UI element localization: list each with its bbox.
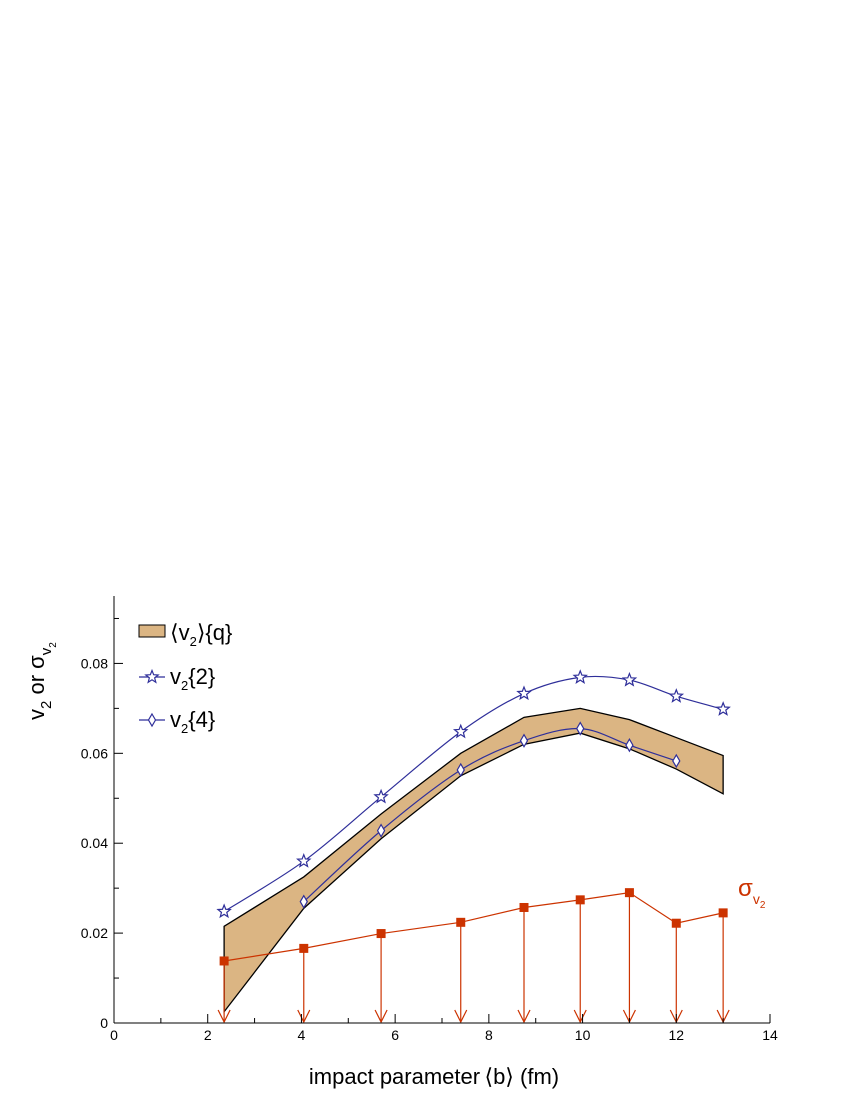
data-point-sigma [718, 908, 728, 918]
data-point-v2-2 [668, 688, 685, 703]
data-point-v2-2 [452, 723, 469, 739]
data-point-v2-2 [216, 903, 232, 919]
x-tick-label: 0 [110, 1027, 118, 1043]
data-point-v2-2 [296, 853, 312, 868]
y-axis-title: v2 or σv2 [24, 642, 59, 720]
data-point-sigma [624, 888, 634, 898]
y-tick-label: 0.06 [81, 745, 108, 761]
upper-limit-arrow-head [374, 1009, 388, 1024]
data-point-sigma [376, 929, 386, 939]
legend-band-swatch [138, 624, 166, 638]
sigma-annotation: σv2 [738, 875, 766, 911]
axes: 0 2 4 6 8 10 12 14 0 0.02 0.04 0.06 0.08 [81, 596, 778, 1043]
data-point-sigma [299, 943, 309, 953]
legend-label-v2-4: v2{4} [170, 707, 215, 736]
data-point-v2-4 [456, 762, 465, 778]
upper-limit-arrow-head [217, 1009, 231, 1024]
data-point-v2-2 [715, 701, 731, 716]
data-point-sigma [519, 902, 529, 912]
y-tick-label: 0.08 [81, 655, 108, 671]
data-point-v2-4 [376, 823, 386, 838]
upper-limit-arrow-head [517, 1009, 531, 1024]
data-point-sigma [671, 918, 681, 928]
x-tick-label: 2 [204, 1027, 212, 1043]
x-tick-label: 6 [391, 1027, 399, 1043]
legend-label-v2-2: v2{2} [170, 664, 215, 693]
x-tick-label: 4 [298, 1027, 306, 1043]
data-point-v2-2 [516, 685, 532, 701]
legend: ⟨v2⟩{q} v2{2} v2{4} [138, 620, 232, 736]
data-point-sigma [456, 917, 466, 927]
legend-diamond-marker [147, 712, 157, 728]
data-point-sigma [575, 895, 585, 905]
upper-limit-arrow-head [573, 1009, 587, 1024]
data-point-sigma [219, 956, 229, 966]
y-tick-label: 0.02 [81, 925, 108, 941]
data-point-v2-2 [621, 671, 638, 687]
data-point-v2-4 [299, 894, 308, 909]
band-v2q [223, 707, 724, 1014]
legend-diamond-icon [147, 712, 157, 728]
x-tick-label: 8 [485, 1027, 493, 1043]
data-point-v2-2 [572, 669, 588, 684]
x-tick-label: 14 [762, 1027, 778, 1043]
y-tick-label: 0.04 [81, 835, 108, 851]
x-axis-title: impact parameter ⟨b⟩ (fm) [309, 1064, 559, 1089]
legend-star-icon [144, 668, 160, 684]
upper-limit-arrow-head [297, 1009, 311, 1024]
data-point-v2-4 [625, 738, 634, 753]
data-point-v2-4 [672, 753, 681, 769]
x-tick-label: 10 [575, 1027, 591, 1043]
plot-area [216, 669, 731, 1024]
data-point-v2-4 [576, 721, 585, 736]
y-tick-label: 0 [100, 1015, 108, 1031]
data-point-v2-2 [373, 788, 389, 804]
upper-limit-arrow-head [454, 1009, 468, 1024]
data-point-v2-4 [519, 733, 529, 748]
series-line-star [223, 675, 724, 913]
legend-star-marker [144, 668, 160, 684]
legend-label-band: ⟨v2⟩{q} [170, 620, 232, 649]
x-tick-label: 12 [668, 1027, 684, 1043]
